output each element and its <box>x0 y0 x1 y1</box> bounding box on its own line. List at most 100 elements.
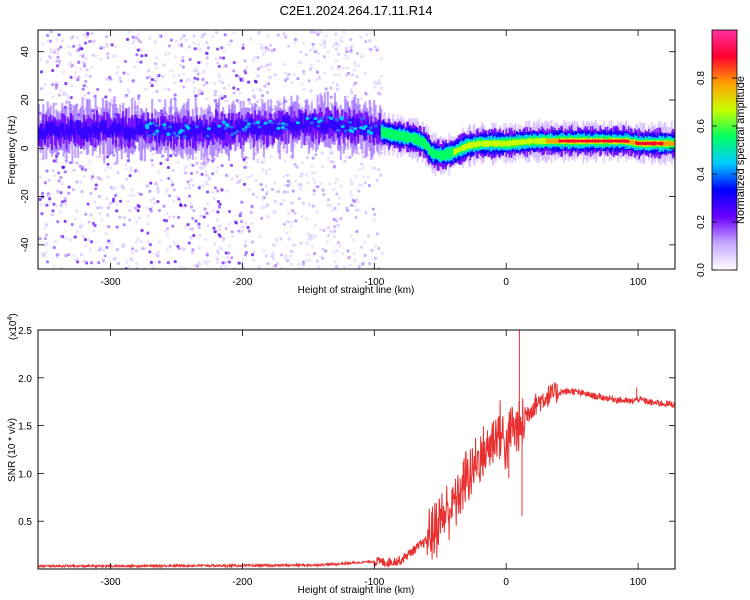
spectrogram-band-cell <box>517 140 520 145</box>
spectrogram-band-cell <box>300 113 303 129</box>
spectrogram-band-cell <box>217 124 222 128</box>
spectrogram-band-cell <box>632 140 634 145</box>
spectrogram-cell <box>349 190 353 194</box>
spectrogram-band-cell <box>639 142 642 145</box>
spectrogram-cell <box>161 74 165 78</box>
spectrogram-cell <box>256 158 260 162</box>
spectrogram-cell <box>358 168 362 172</box>
spectrogram-band-cell <box>441 150 443 162</box>
spectrogram-cell <box>224 227 228 231</box>
spectrogram-cell <box>52 245 56 249</box>
spectrogram-cell <box>222 237 226 241</box>
spectrogram-band-cell <box>428 143 431 155</box>
spectrogram-cell <box>216 165 220 169</box>
spectrogram-cell <box>60 234 64 238</box>
spectrogram-cell <box>173 55 177 59</box>
spectrogram-cell <box>350 194 354 198</box>
spectrogram-cell <box>207 175 211 179</box>
spectrogram-band-cell <box>495 140 498 147</box>
spectrogram-cell <box>145 206 149 210</box>
spectrogram-cell <box>294 37 298 41</box>
spectrogram-cell <box>266 262 270 266</box>
spectrogram-band-cell <box>327 118 331 129</box>
spectrogram-cell <box>336 223 340 227</box>
spectrogram-band-cell <box>290 121 294 132</box>
spectrogram-cell <box>311 204 315 208</box>
spectrogram-cell <box>217 64 221 68</box>
spectrogram-cell <box>273 73 277 77</box>
spectrogram-band-cell <box>571 139 574 143</box>
spectrogram-cell <box>211 34 215 38</box>
spectrogram-cell <box>251 192 255 196</box>
spectrogram-band-cell <box>498 140 501 147</box>
spectrogram-cell <box>364 211 368 215</box>
spectrogram-cell <box>72 253 76 257</box>
spectrogram-cell <box>333 206 337 210</box>
spectrogram-cell <box>284 71 288 75</box>
spectrogram-cell <box>216 47 220 51</box>
spectrogram-cell <box>268 167 272 171</box>
spectrogram-cell <box>223 65 227 69</box>
spectrogram-cell <box>297 61 301 65</box>
spectrogram-band-cell <box>252 120 255 135</box>
spectrogram-cell <box>197 61 201 65</box>
spectrogram-band-cell <box>247 125 252 129</box>
spectrogram-cell <box>299 184 303 188</box>
spectrogram-band-cell <box>487 140 489 147</box>
spectrogram-band-cell <box>592 140 595 142</box>
spectrogram-band-cell <box>501 140 504 147</box>
spectrogram-band-cell <box>261 120 264 131</box>
spectrogram-band-cell <box>242 121 246 133</box>
spectrogram-band-cell <box>274 112 277 130</box>
spectrogram-cell <box>169 154 173 158</box>
spectrogram-band-cell <box>246 122 251 126</box>
spectrogram-cell <box>74 217 78 221</box>
spectrogram-cell <box>232 61 236 65</box>
spectrogram-cell <box>67 62 71 66</box>
snr-x-tick-label: 0 <box>503 577 509 588</box>
spectrogram-cell <box>287 44 291 48</box>
spectrogram-cell <box>188 194 192 198</box>
spectrogram-band-cell <box>615 140 618 143</box>
spectrogram-cell <box>128 174 132 178</box>
spectrogram-cell <box>104 168 108 172</box>
spectrogram-cell <box>301 161 305 165</box>
spectrogram-cell <box>176 160 180 164</box>
spectrogram-cell <box>313 170 317 174</box>
spectrogram-band-cell <box>597 139 600 143</box>
spectrogram-cell <box>112 257 116 261</box>
spectrogram-cell <box>84 212 88 216</box>
spectrogram-cell <box>283 256 287 260</box>
spectrogram-cell <box>217 72 221 76</box>
spectrogram-band-cell <box>664 141 667 146</box>
spectrogram-band-cell <box>355 118 359 130</box>
spectrogram-cell <box>357 189 361 193</box>
spectrogram-cell <box>201 184 205 188</box>
spectrogram-cell <box>367 184 371 188</box>
spectrogram-band-cell <box>115 124 118 137</box>
spectrogram-cell <box>72 44 76 48</box>
spectrogram-band-cell <box>585 140 587 143</box>
spectrogram-cell <box>341 66 345 70</box>
spectrogram-y-label: Frequency (Hz) <box>7 116 18 185</box>
spectrogram-cell <box>256 74 260 78</box>
spectrogram-cell <box>327 156 331 160</box>
spectrogram-cell <box>352 252 356 256</box>
spectrogram-cell <box>313 252 317 256</box>
spectrogram-cell <box>218 56 222 60</box>
spectrogram-band-cell <box>636 141 639 145</box>
spectrogram-band-cell <box>141 109 144 161</box>
spectrogram-cell <box>328 182 332 186</box>
spectrogram-band-cell <box>463 143 466 151</box>
spectrogram-band-cell <box>554 138 556 144</box>
spectrogram-band-cell <box>152 121 155 131</box>
spectrogram-cell <box>379 173 383 177</box>
spectrogram-band-cell <box>363 124 368 128</box>
spectrogram-cell <box>197 43 201 47</box>
spectrogram-cell <box>192 90 196 94</box>
spectrogram-cell <box>125 260 129 264</box>
spectrogram-band-cell <box>605 139 608 143</box>
spectrogram-cell <box>377 91 381 95</box>
spectrogram-cell <box>84 73 88 77</box>
spectrogram-cell <box>214 90 218 94</box>
